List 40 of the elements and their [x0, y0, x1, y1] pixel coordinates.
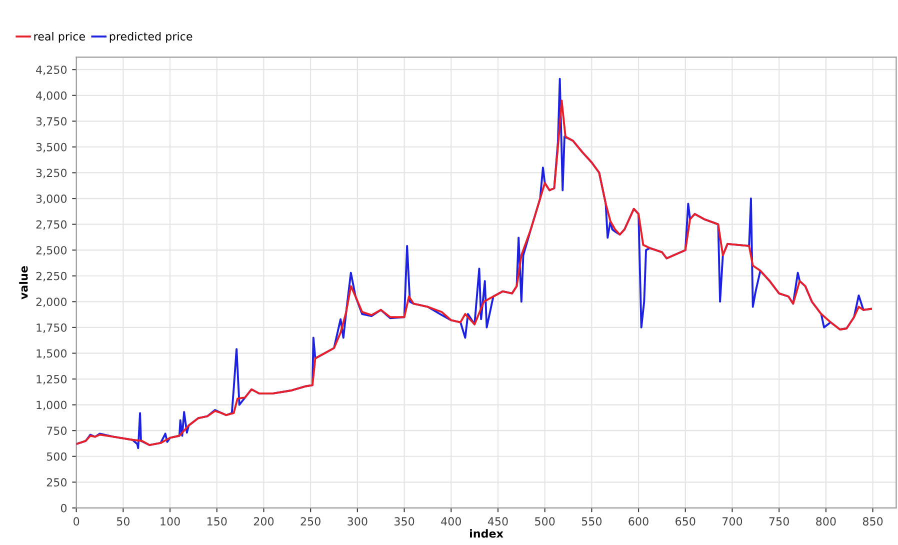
- y-tick-label: 1,250: [36, 374, 67, 385]
- x-tick-label: 450: [488, 517, 508, 526]
- y-tick-label: 4,000: [36, 91, 67, 101]
- x-tick-label: 850: [862, 517, 883, 526]
- y-tick-label: 750: [47, 426, 67, 435]
- y-tick-label: 2,000: [36, 298, 67, 308]
- y-tick-label: 250: [46, 478, 67, 487]
- x-tick-label: 250: [300, 517, 320, 526]
- x-tick-label: 650: [676, 517, 696, 526]
- y-tick-label: 1,000: [36, 400, 67, 410]
- x-tick-label: 50: [116, 517, 130, 526]
- y-tick-label: 2,250: [36, 272, 67, 282]
- x-tick-label: 800: [816, 517, 836, 526]
- y-tick-label: 0: [60, 504, 67, 512]
- y-tick-label: 1,500: [36, 349, 67, 359]
- x-tick-label: 400: [441, 517, 461, 526]
- y-tick-label: 3,250: [36, 168, 67, 178]
- y-tick-label: 500: [46, 452, 67, 461]
- y-axis-title: value: [19, 266, 28, 300]
- x-tick-label: 550: [582, 517, 602, 526]
- y-tick-label: 2,750: [36, 220, 67, 230]
- x-tick-label: 350: [394, 517, 414, 526]
- x-tick-label: 300: [348, 517, 368, 526]
- x-tick-label: 0: [74, 517, 80, 526]
- x-axis-title: index: [470, 529, 504, 538]
- legend-label: predicted price: [110, 32, 192, 43]
- y-tick-label: 3,000: [36, 194, 67, 204]
- legend-label: real price: [34, 32, 85, 43]
- y-tick-label: 2,500: [36, 246, 67, 256]
- y-tick-label: 3,500: [36, 142, 67, 152]
- x-tick-label: 500: [535, 517, 555, 526]
- y-tick-label: 1,750: [36, 323, 67, 333]
- x-tick-label: 200: [254, 517, 274, 526]
- x-tick-label: 600: [628, 517, 648, 526]
- y-tick-label: 4,250: [36, 66, 67, 76]
- y-tick-label: 3,750: [36, 117, 67, 127]
- x-tick-label: 750: [769, 517, 789, 526]
- x-tick-label: 100: [160, 517, 180, 526]
- x-tick-label: 700: [722, 517, 742, 526]
- x-tick-label: 150: [207, 517, 227, 526]
